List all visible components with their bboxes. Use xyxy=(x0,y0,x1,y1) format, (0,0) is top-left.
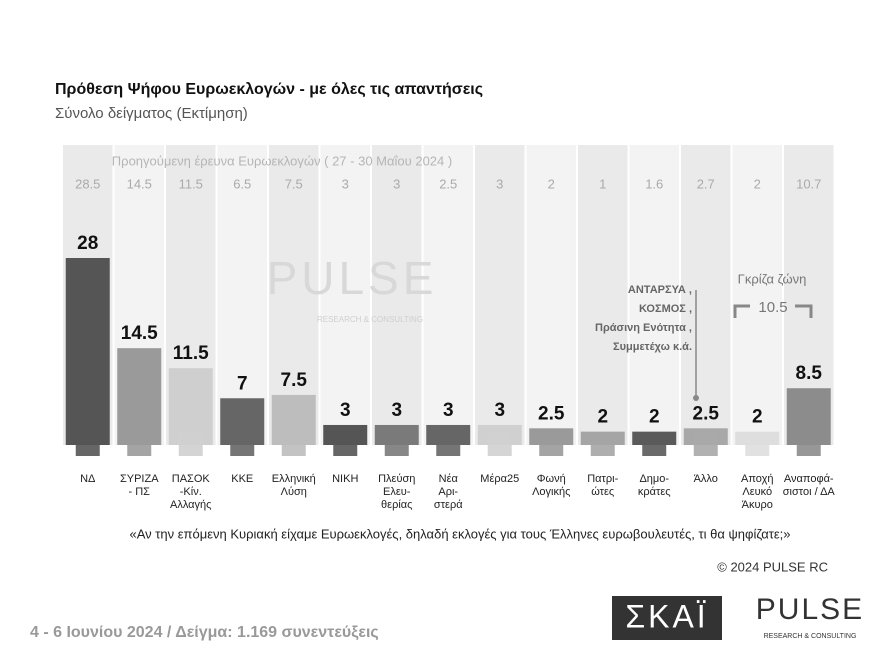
previous-value: 2 xyxy=(754,176,761,191)
other-annotation: ΑΝΤΑΡΣΥΑ , ΚΟΣΜΟΣ , Πράσινη Ενότητα , Συμμε… xyxy=(595,284,692,353)
question: «Αν την επόμενη Κυριακή είχαμε Ευρωεκλογ… xyxy=(129,526,790,541)
previous-value: 1 xyxy=(599,176,606,191)
previous-value: 14.5 xyxy=(127,176,152,191)
previous-value: 1.6 xyxy=(645,176,663,191)
x-tick-label: ΠΑΣΟΚ -Κίν. Αλλαγής xyxy=(170,473,211,511)
value-label: 2 xyxy=(752,407,763,428)
x-tick-label: Μέρα25 xyxy=(480,473,519,485)
bar xyxy=(117,348,162,445)
column-bg xyxy=(475,145,525,445)
previous-value: 2 xyxy=(548,176,555,191)
x-tick-label: Πατρι-ώτες xyxy=(587,473,618,498)
copyright: © 2024 PULSE RC xyxy=(717,559,828,574)
value-label: 2.5 xyxy=(538,403,565,424)
previous-value: 3 xyxy=(496,176,503,191)
party-logo xyxy=(281,432,306,456)
value-label: 14.5 xyxy=(121,323,158,344)
column-bg xyxy=(320,145,370,445)
party-logo xyxy=(436,432,461,456)
column-bg xyxy=(629,145,679,445)
value-label: 7 xyxy=(237,373,248,394)
x-tick-label: Ελληνική Λύση xyxy=(272,473,316,498)
bar xyxy=(65,258,110,445)
previous-label: Προηγούμενη έρευνα Ευρωεκλογών ( 27 - 30… xyxy=(112,153,452,168)
party-logo xyxy=(590,432,615,456)
column-bg xyxy=(217,145,267,445)
chart-title: Πρόθεση Ψήφου Ευρωεκλογών - με όλες τις … xyxy=(55,81,483,98)
previous-value: 2.7 xyxy=(697,176,715,191)
value-label: 2 xyxy=(649,407,660,428)
x-tick-label: ΝΙΚΗ xyxy=(332,473,358,485)
x-tick-label: Νέα Αρι-στερά xyxy=(434,473,463,511)
value-label: 8.5 xyxy=(796,363,823,384)
column-bg xyxy=(372,145,422,445)
value-label: 7.5 xyxy=(281,370,308,391)
value-label: 3 xyxy=(494,400,505,421)
party-logo xyxy=(333,432,358,456)
party-logo xyxy=(539,432,564,456)
party-logo xyxy=(487,432,512,456)
previous-value: 3 xyxy=(393,176,400,191)
value-label: 28 xyxy=(77,233,98,254)
previous-value: 7.5 xyxy=(285,176,303,191)
annotation-dot xyxy=(693,395,699,401)
chart-subtitle: Σύνολο δείγματος (Εκτίμηση) xyxy=(55,105,248,122)
x-tick-label: Άλλο xyxy=(694,473,718,485)
skai-logo-box xyxy=(612,596,722,640)
x-tick-label: ΝΔ xyxy=(80,473,96,485)
party-logo xyxy=(642,432,667,456)
column-bg xyxy=(732,145,782,445)
pulse-logo: PULSE xyxy=(756,593,864,626)
column-bg xyxy=(526,145,576,445)
party-logo xyxy=(178,432,203,456)
party-logo xyxy=(127,432,152,456)
x-tick-label: Φωνή Λογικής xyxy=(532,473,570,498)
x-tick-label: Πλεύση Ελευ-θερίας xyxy=(378,473,415,511)
party-logo xyxy=(230,432,255,456)
grey-zone-bracket xyxy=(733,304,813,318)
value-label: 3 xyxy=(391,400,402,421)
footer: 4 - 6 Ιουνίου 2024 / Δείγμα: 1.169 συνεν… xyxy=(30,624,379,641)
party-logo xyxy=(75,432,100,456)
previous-value: 6.5 xyxy=(233,176,251,191)
previous-value: 3 xyxy=(342,176,349,191)
watermark-sub: RESEARCH & CONSULTING xyxy=(317,315,423,324)
column-bg xyxy=(578,145,628,445)
party-logo xyxy=(796,432,821,456)
previous-value: 2.5 xyxy=(439,176,457,191)
previous-value: 10.7 xyxy=(796,176,821,191)
party-logo xyxy=(693,432,718,456)
x-tick-label: Αναποφά-σιστοι / ΔΑ xyxy=(783,473,836,498)
previous-value: 28.5 xyxy=(75,176,100,191)
x-tick-label: ΚΚΕ xyxy=(231,473,253,485)
x-tick-label: ΣΥΡΙΖΑ - ΠΣ xyxy=(120,473,159,498)
skai-logo: ΣΚΑΪ xyxy=(625,598,708,634)
value-label: 2 xyxy=(597,407,608,428)
party-logo xyxy=(384,432,409,456)
watermark: PULSE xyxy=(267,252,438,304)
grey-zone-value: 10.5 xyxy=(758,299,787,316)
x-tick-label: Δημο-κράτες xyxy=(638,473,671,498)
value-label: 3 xyxy=(443,400,454,421)
pulse-logo-sub: RESEARCH & CONSULTING xyxy=(764,633,857,640)
value-label: 2.5 xyxy=(693,403,720,424)
column-bg xyxy=(681,145,731,445)
grey-zone-label: Γκρίζα ζώνη xyxy=(738,271,807,286)
previous-value: 11.5 xyxy=(179,176,203,191)
party-logo xyxy=(745,432,770,456)
value-label: 11.5 xyxy=(173,343,209,364)
x-tick-label: Αποχή Λευκό Άκυρο xyxy=(741,473,773,511)
value-label: 3 xyxy=(340,400,351,421)
column-bg xyxy=(423,145,473,445)
